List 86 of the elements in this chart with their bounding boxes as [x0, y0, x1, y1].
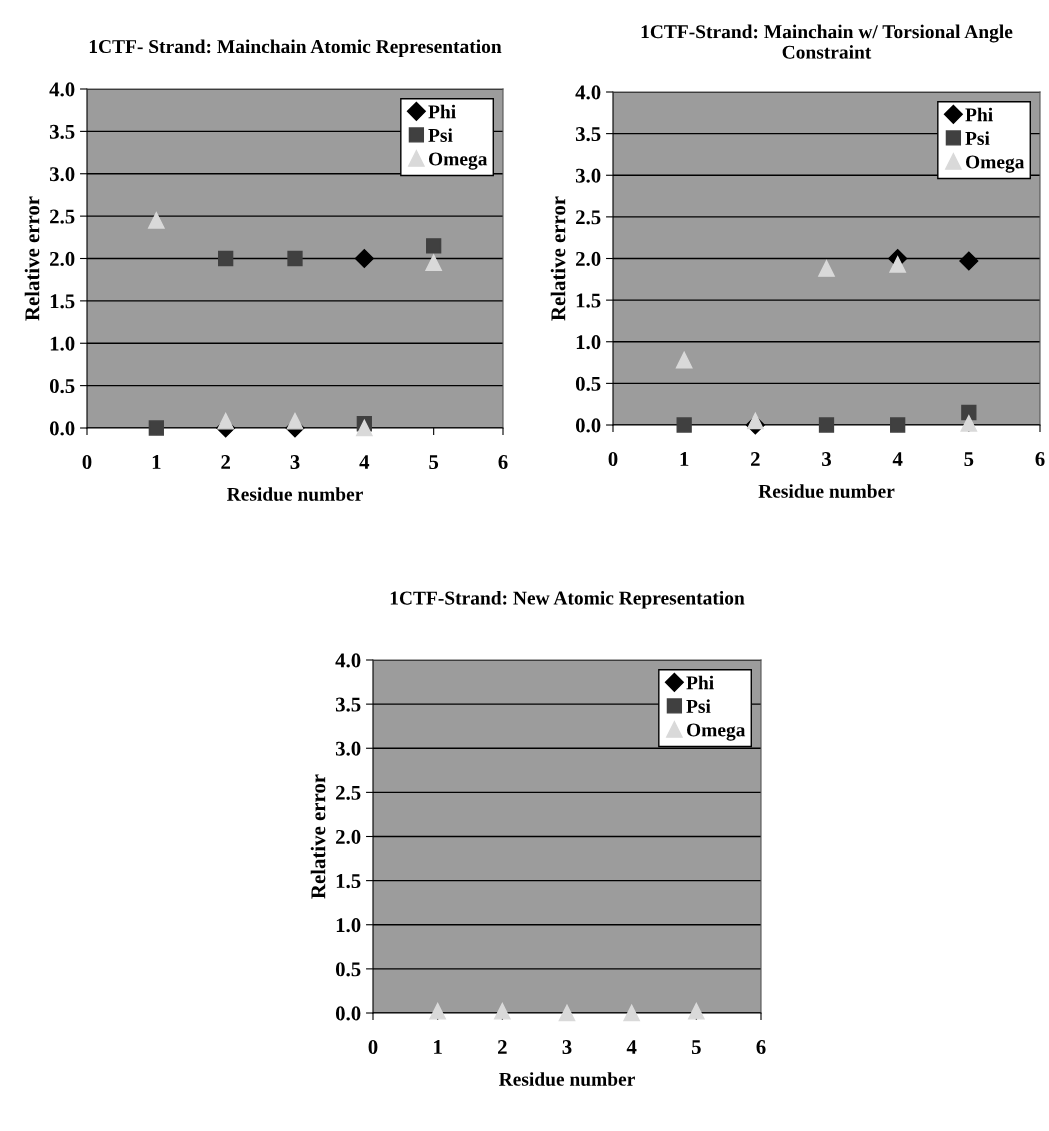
y-tick-label: 2.5: [336, 785, 361, 800]
legend-label: Psi: [428, 128, 453, 142]
y-tick-label: 1.0: [50, 336, 75, 351]
x-tick-label: 4: [359, 455, 370, 469]
x-tick-label: 2: [498, 1040, 507, 1054]
y-tick-label: 0.5: [335, 962, 361, 977]
x-tick-label: 5: [691, 1040, 701, 1055]
point: [676, 417, 692, 433]
x-tick-label: 6: [756, 1040, 766, 1055]
point: [960, 415, 978, 432]
y-axis-title: Relative error: [24, 196, 40, 321]
y-tick-label: 3.0: [49, 167, 75, 182]
y-tick-label: 0.0: [575, 418, 601, 433]
x-axis-title: Residue number: [499, 1072, 635, 1086]
y-tick-label: 1.5: [336, 874, 361, 889]
x-tick-label: 1: [680, 452, 689, 466]
chart-title: 1CTF- Strand: Mainchain Atomic Representation: [89, 39, 502, 58]
y-tick-label: 3.5: [575, 127, 601, 142]
x-tick-label: 3: [562, 1040, 572, 1055]
y-tick-label: 1.5: [576, 293, 601, 308]
chart-title: 1CTF-Strand: Mainchain w/ Torsional Angle Constraint: [641, 24, 1013, 59]
x-tick-label: 6: [498, 455, 508, 470]
x-tick-label: 0: [368, 1039, 378, 1055]
x-tick-label: 1: [152, 455, 161, 469]
x-tick-label: 0: [608, 451, 618, 467]
y-tick-label: 4.0: [335, 653, 361, 668]
y-tick-label: 0.0: [49, 421, 75, 436]
x-tick-label: 1: [434, 1040, 442, 1054]
x-tick-label: 5: [964, 452, 974, 467]
y-tick-label: 3.5: [335, 697, 361, 712]
legend-label: Omega: [966, 155, 1025, 173]
y-axis-title: Relative error: [310, 774, 326, 899]
y-tick-label: 2.0: [336, 829, 361, 845]
legend-label: Omega: [429, 152, 488, 170]
point: [217, 412, 235, 430]
point: [426, 238, 442, 254]
x-tick-label: 6: [1035, 452, 1045, 467]
legend-label: Psi: [686, 699, 711, 713]
legend-label: Phi: [428, 104, 456, 119]
y-tick-label: 0.0: [335, 1006, 361, 1021]
legend-label: Phi: [686, 675, 714, 690]
point: [890, 417, 906, 433]
y-tick-label: 3.0: [575, 168, 601, 183]
point: [425, 254, 443, 272]
x-tick-label: 3: [290, 455, 300, 470]
point: [148, 420, 164, 436]
x-axis-title: Residue number: [227, 487, 363, 501]
x-tick-label: 2: [221, 455, 230, 469]
x-tick-label: 0: [82, 454, 92, 470]
y-tick-label: 3.0: [335, 741, 361, 756]
y-tick-label: 4.0: [49, 82, 75, 97]
y-tick-label: 1.0: [336, 918, 361, 933]
point: [818, 417, 835, 433]
point: [961, 404, 977, 421]
y-tick-label: 1.0: [576, 335, 601, 350]
x-tick-label: 5: [429, 455, 439, 470]
y-tick-label: 1.5: [50, 294, 75, 309]
x-tick-label: 3: [822, 452, 831, 467]
y-tick-label: 3.5: [49, 124, 75, 139]
x-tick-label: 4: [892, 452, 903, 466]
y-tick-label: 2.0: [50, 251, 75, 267]
point: [355, 419, 373, 437]
x-tick-label: 2: [751, 452, 760, 466]
y-tick-label: 2.5: [50, 209, 75, 224]
y-tick-label: 0.5: [49, 379, 75, 394]
point: [959, 251, 979, 271]
x-axis-title: Residue number: [758, 484, 895, 498]
chart-title: 1CTF-Strand: New Atomic Representation: [390, 590, 745, 609]
y-axis-title: Relative error: [550, 196, 566, 321]
point: [287, 250, 303, 267]
point: [889, 255, 907, 273]
point: [354, 248, 374, 269]
y-tick-label: 0.5: [575, 376, 601, 391]
y-tick-label: 4.0: [575, 85, 601, 100]
legend-label: Omega: [687, 723, 746, 741]
legend-label: Psi: [965, 131, 990, 145]
point: [675, 351, 693, 369]
y-tick-label: 2.0: [576, 251, 601, 267]
x-tick-label: 4: [626, 1040, 637, 1054]
point: [746, 412, 764, 430]
point: [147, 212, 165, 229]
y-tick-label: 2.5: [576, 210, 601, 225]
point: [218, 250, 234, 267]
point: [286, 412, 304, 430]
legend-label: Phi: [965, 107, 993, 122]
point: [818, 260, 835, 277]
